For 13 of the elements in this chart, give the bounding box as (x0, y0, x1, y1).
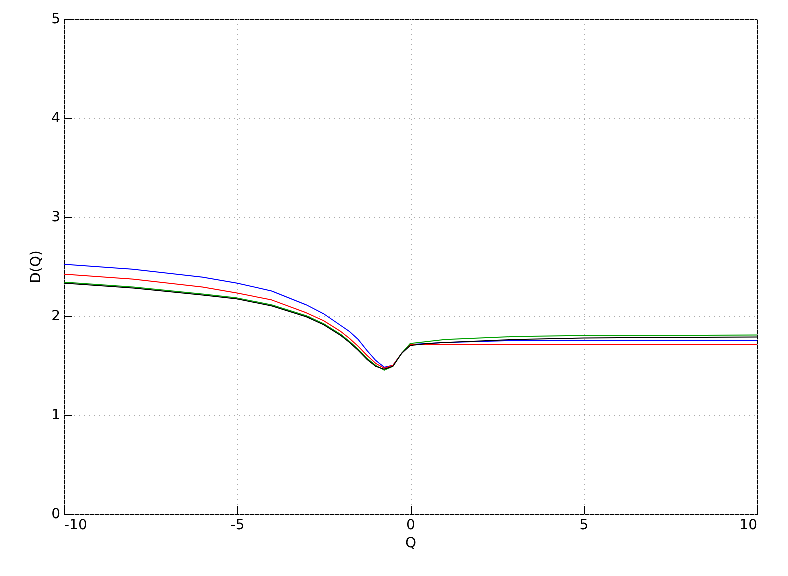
x-axis-title: Q (405, 536, 417, 552)
x-tick-label: 0 (406, 518, 416, 534)
y-tick-label: 4 (52, 110, 61, 126)
x-tick-label: -10 (64, 518, 88, 534)
y-tick-label: 1 (52, 408, 60, 424)
y-axis-title: D(Q) (28, 250, 45, 284)
x-tick-label: 10 (740, 518, 758, 534)
y-tick-label: 0 (52, 506, 60, 522)
x-tick-label: -5 (230, 518, 245, 534)
y-tick-label: 3 (52, 210, 60, 226)
y-tick-label: 2 (52, 308, 60, 324)
x-tick-label: 5 (580, 518, 589, 534)
y-tick-label: 5 (52, 12, 60, 28)
